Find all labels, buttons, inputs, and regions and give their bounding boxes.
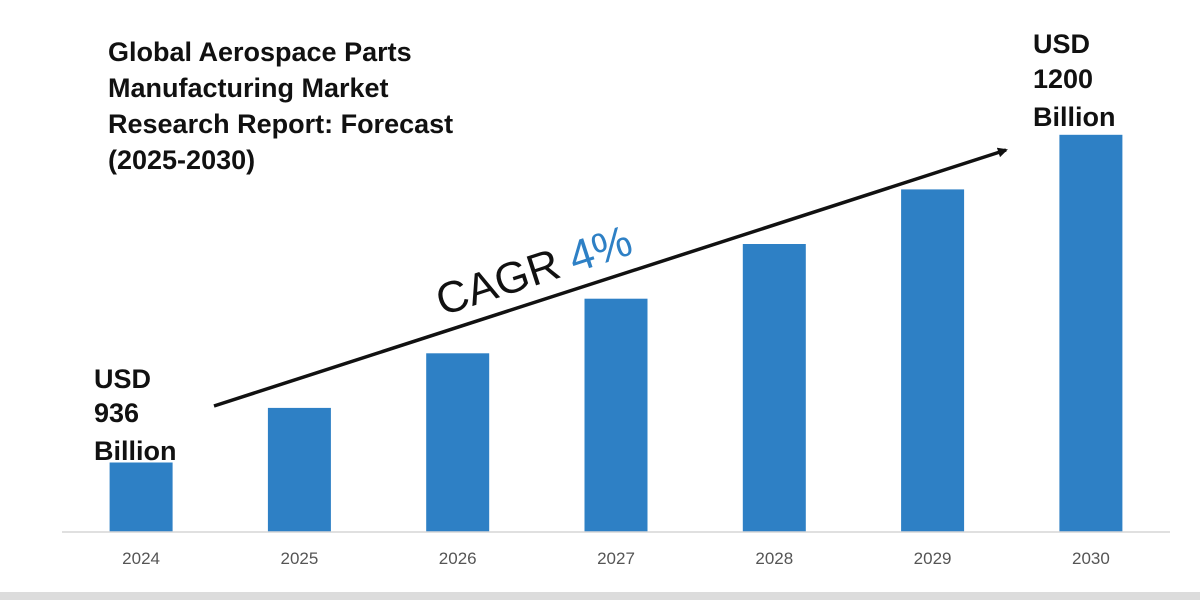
chart-title-line-3: Research Report: Forecast: [108, 109, 453, 139]
bar-2029: [901, 189, 965, 532]
x-tick-label-2027: 2027: [597, 549, 635, 568]
bar-2030: [1059, 134, 1123, 533]
x-tick-label-2026: 2026: [439, 549, 477, 568]
bottom-strip: [0, 592, 1200, 600]
trend-arrow: [213, 147, 1008, 408]
bar-2024: [109, 462, 173, 532]
chart-title-line-2: Manufacturing Market: [108, 73, 389, 103]
x-tick-label-2024: 2024: [122, 549, 160, 568]
start-value-line-1: USD: [94, 364, 151, 394]
bar-2028: [742, 244, 806, 532]
start-value-line-3: Billion: [94, 436, 177, 466]
start-value-label: USD 936 Billion: [94, 364, 177, 466]
bars-group: [109, 134, 1123, 533]
x-tick-label-2025: 2025: [280, 549, 318, 568]
x-tick-label-2030: 2030: [1072, 549, 1110, 568]
end-value-line-3: Billion: [1033, 102, 1116, 132]
end-value-line-1: USD: [1033, 29, 1090, 59]
bar-2026: [426, 353, 490, 532]
x-tick-labels: 2024 2025 2026 2027 2028 2029 2030: [122, 549, 1110, 568]
x-tick-label-2028: 2028: [755, 549, 793, 568]
end-value-line-2: 1200: [1033, 64, 1093, 94]
chart-title: Global Aerospace Parts Manufacturing Mar…: [108, 37, 461, 175]
x-tick-label-2029: 2029: [914, 549, 952, 568]
chart-title-line-1: Global Aerospace Parts: [108, 37, 412, 67]
end-value-label: USD 1200 Billion: [1033, 29, 1116, 132]
start-value-line-2: 936: [94, 398, 139, 428]
bar-2027: [584, 298, 648, 532]
chart-title-line-4: (2025-2030): [108, 145, 255, 175]
bar-2025: [267, 407, 331, 532]
